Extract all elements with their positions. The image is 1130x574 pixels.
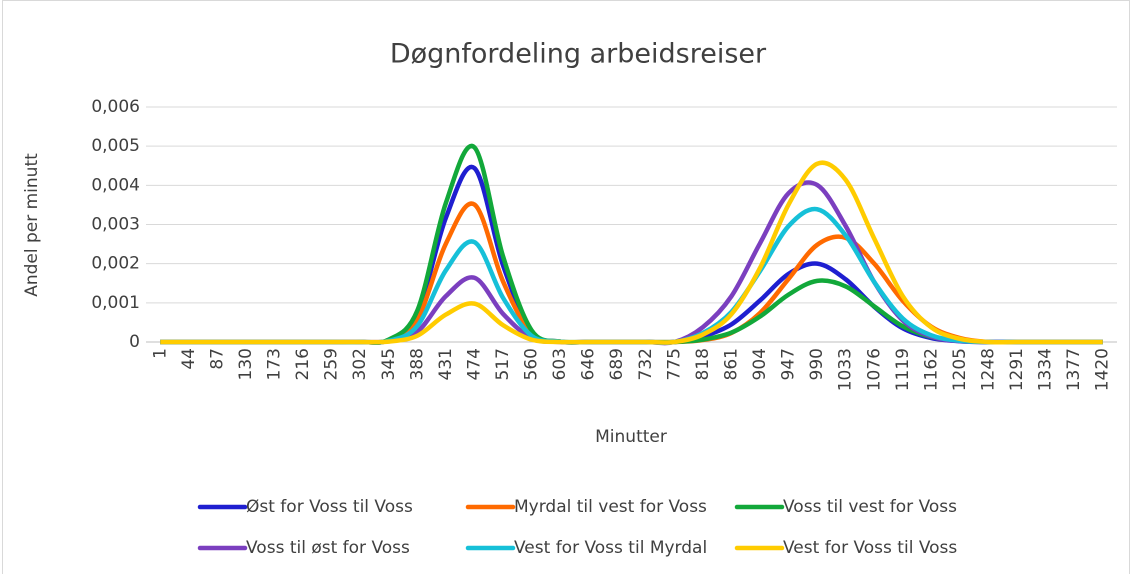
- legend-label: Myrdal til vest for Voss: [514, 497, 707, 517]
- y-axis-label: Andel per minutt: [22, 153, 42, 297]
- x-tick-label: 1334: [1036, 348, 1056, 391]
- x-tick-label: 775: [664, 348, 684, 380]
- legend-label: Vest for Voss til Myrdal: [514, 538, 707, 558]
- legend-label: Voss til vest for Voss: [783, 497, 957, 517]
- x-tick-label: 818: [693, 348, 713, 380]
- x-tick-label: 904: [750, 348, 770, 380]
- x-tick-label: 388: [407, 348, 427, 380]
- x-tick-label: 1162: [921, 348, 941, 391]
- x-tick-label: 861: [721, 348, 741, 380]
- x-tick-label: 87: [207, 348, 227, 370]
- x-tick-label: 1248: [978, 348, 998, 391]
- legend-label: Voss til øst for Voss: [246, 538, 410, 558]
- x-tick-label: 216: [293, 348, 313, 380]
- y-tick-label: 0,001: [91, 293, 140, 313]
- x-tick-label: 1033: [836, 348, 856, 391]
- x-tick-label: 474: [464, 348, 484, 380]
- x-tick-label: 689: [607, 348, 627, 380]
- x-tick-label: 1291: [1007, 348, 1027, 391]
- x-tick-label: 345: [379, 348, 399, 380]
- y-tick-label: 0,006: [91, 97, 140, 117]
- x-tick-label: 560: [522, 348, 542, 380]
- legend-label: Vest for Voss til Voss: [783, 538, 957, 558]
- x-tick-label: 259: [322, 348, 342, 380]
- x-tick-label: 44: [179, 348, 199, 370]
- x-axis-label: Minutter: [595, 427, 667, 447]
- x-tick-label: 130: [236, 348, 256, 380]
- x-tick-label: 302: [350, 348, 370, 380]
- y-tick-label: 0,002: [91, 254, 140, 274]
- x-tick-label: 1119: [893, 348, 913, 391]
- y-tick-label: 0,005: [91, 136, 140, 156]
- x-tick-label: 603: [550, 348, 570, 380]
- y-tick-label: 0: [129, 332, 140, 352]
- y-tick-label: 0,004: [91, 175, 140, 195]
- x-tick-label: 431: [436, 348, 456, 380]
- x-tick-label: 1377: [1064, 348, 1084, 391]
- chart-title: Døgnfordeling arbeidsreiser: [390, 39, 767, 70]
- x-tick-label: 1205: [950, 348, 970, 391]
- x-tick-label: 1420: [1093, 348, 1113, 391]
- x-tick-label: 990: [807, 348, 827, 380]
- x-tick-label: 173: [265, 348, 285, 380]
- series-line: [160, 160, 1103, 345]
- x-tick-label: 947: [779, 348, 799, 380]
- x-tick-label: 1: [150, 348, 170, 359]
- x-tick-label: 732: [636, 348, 656, 380]
- legend-label: Øst for Voss til Voss: [246, 497, 413, 517]
- x-tick-label: 646: [579, 348, 599, 380]
- x-tick-label: 1076: [864, 348, 884, 391]
- x-tick-label: 517: [493, 348, 513, 380]
- y-tick-label: 0,003: [91, 215, 140, 235]
